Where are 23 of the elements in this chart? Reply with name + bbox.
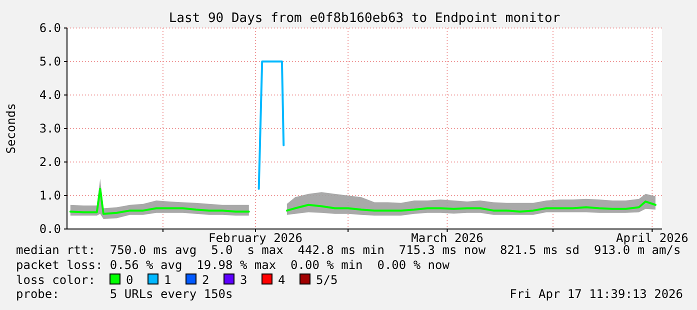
x-tick-label: February 2026 (208, 231, 302, 245)
y-tick-label: 0.0 (39, 222, 61, 236)
legend-label: 0 (126, 273, 134, 287)
x-tick-label: March 2026 (411, 231, 484, 245)
legend-label: 5/5 (316, 273, 338, 287)
text: packet loss: 0.56 % avg 19.98 % max 0.00 % min 0.00 % now (16, 258, 450, 272)
legend-label: 4 (278, 273, 286, 287)
y-tick-label: 6.0 (39, 21, 61, 36)
text: probe: 5 URLs every 150s (16, 287, 233, 301)
text: Fri Apr 17 11:39:13 2026 (510, 287, 683, 301)
y-tick-label: 1.0 (39, 188, 61, 203)
y-axis-title: Seconds (4, 103, 18, 154)
text: median rtt: 750.0 ms avg 5.0 s max 442.8 ms min 715.3 ms now 821.5 ms sd 913.0 m am/s (16, 243, 681, 257)
legend-label: 1 (164, 273, 172, 287)
legend-label: 3 (240, 273, 248, 287)
y-tick-label: 5.0 (39, 54, 61, 69)
legend-title: loss color: (16, 273, 96, 287)
chart-title: Last 90 Days from e0f8b160eb63 to Endpoint monitor (168, 11, 560, 26)
y-tick-label: 2.0 (39, 155, 61, 170)
legend-label: 2 (202, 273, 210, 287)
y-tick-label: 4.0 (39, 88, 61, 102)
y-tick-label: 3.0 (39, 122, 61, 136)
x-tick-label: April 2026 (616, 231, 688, 245)
